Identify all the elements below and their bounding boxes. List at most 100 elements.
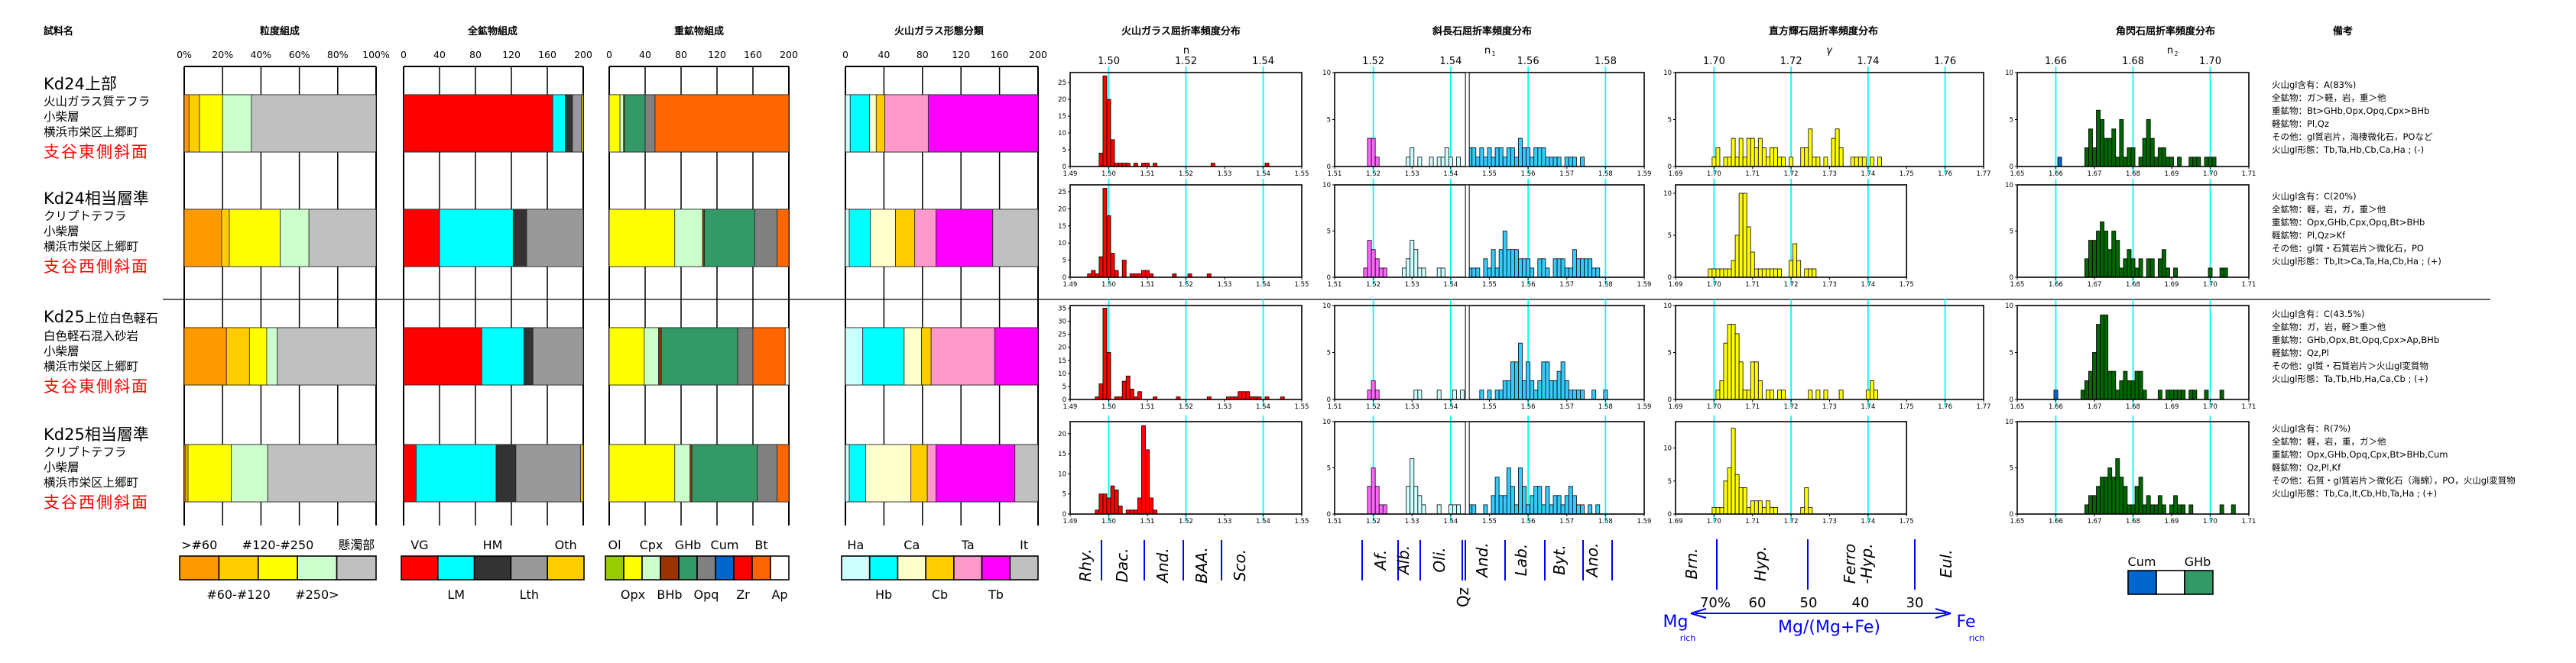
bar-segment	[870, 209, 896, 267]
legend-swatch	[218, 555, 259, 581]
histogram-bar	[2146, 495, 2151, 515]
histogram-bar	[1757, 380, 1763, 400]
histogram-bar	[1371, 380, 1376, 400]
x-tick-label: 1.65	[2010, 518, 2025, 526]
legend-swatch	[868, 555, 899, 581]
histogram-bar	[1238, 391, 1243, 400]
histogram-bar	[2173, 495, 2178, 515]
y-tick-label: 10	[2005, 302, 2013, 310]
histogram-bar	[1580, 390, 1585, 400]
bar-segment	[608, 94, 621, 153]
x-tick-label: 1.70	[2203, 281, 2218, 289]
histogram-bar	[2080, 390, 2085, 400]
histogram-bar	[1545, 157, 1550, 167]
histogram-bar	[1750, 137, 1755, 167]
x-tick-label: 1.53	[1405, 281, 1419, 289]
remark-line: 火山gl形態：Tb,Ta,Hb,Cb,Ca,Ha ; (-)	[2272, 144, 2425, 155]
bar-segment	[512, 209, 527, 267]
histogram-bar	[1367, 486, 1372, 515]
histogram-bar	[2096, 109, 2101, 167]
histogram-bar	[1738, 487, 1744, 515]
bar-segment	[495, 444, 517, 503]
sample-line: 白色軽石混入砂岩	[44, 329, 139, 343]
y-tick-label: 10	[1663, 70, 1672, 77]
y-tick-label: 0	[1668, 163, 1672, 171]
histogram-bar	[1121, 380, 1127, 400]
bar-segment	[515, 444, 581, 503]
histogram-bar	[1545, 267, 1550, 278]
histogram-bar	[1731, 260, 1736, 278]
remark-line: その他：gl質岩片，海棲微化石，POなど	[2272, 131, 2433, 142]
bar-segment	[183, 327, 227, 386]
axis-tick-label: 160	[991, 49, 1009, 60]
histogram-bar	[1584, 258, 1588, 278]
histogram-bar	[1494, 267, 1500, 278]
x-tick-label: 1.52	[1366, 281, 1380, 289]
histogram-bar	[1738, 137, 1744, 167]
bar-segment	[784, 327, 790, 386]
histogram-bar	[1595, 504, 1601, 515]
histogram-bar	[2138, 258, 2143, 278]
histogram-bar	[1556, 258, 1562, 278]
header-allmin: 全鉱物組成	[468, 26, 518, 37]
histogram-bar	[2142, 390, 2147, 400]
x-tick-label: 1.75	[1900, 170, 1914, 178]
histogram-bar	[1838, 147, 1844, 167]
bar-segment	[921, 327, 932, 386]
legend-swatch	[770, 555, 790, 581]
bar-segment	[229, 209, 281, 267]
legend-label: 懸濁部	[338, 538, 375, 552]
y-tick-label: 10	[1322, 182, 1331, 189]
histogram-bar	[1382, 267, 1387, 278]
histogram-bar	[2173, 390, 2178, 400]
bar-segment	[757, 444, 778, 503]
x-tick-label: 1.72	[1784, 281, 1799, 289]
histogram-bar	[1498, 495, 1504, 515]
histogram-bar	[1556, 495, 1562, 515]
histogram-bar	[1564, 380, 1569, 400]
axis-label-subscript: 2	[2174, 50, 2178, 57]
histogram-bar	[1506, 249, 1511, 278]
plag-class-label: Byt.	[1550, 545, 1569, 575]
legend-label: Cb	[932, 587, 948, 602]
histogram-bar	[1498, 147, 1504, 167]
header-glassri: 火山ガラス屈折率頻度分布	[1121, 26, 1241, 37]
x-tick-label: 1.74	[1861, 518, 1875, 526]
plag-class-label: Lab.	[1512, 544, 1530, 576]
bar-segment	[848, 444, 866, 503]
rock-class-label: Sco.	[1231, 549, 1249, 581]
histogram-bar	[1757, 268, 1763, 278]
histogram-bar	[1456, 504, 1461, 515]
x-tick-label: 1.53	[1405, 403, 1419, 411]
histogram-bar	[1491, 495, 1496, 515]
histogram-bar	[2104, 477, 2109, 515]
y-tick-label: 5	[1668, 117, 1672, 125]
y-tick-label: 5	[2010, 117, 2013, 125]
bar-segment	[644, 327, 660, 386]
histogram-bar	[1773, 506, 1778, 515]
legend-swatch	[605, 555, 625, 581]
legend-label: Bt	[754, 538, 767, 552]
sample-label: Kd24相当層準 クリプトテフラ 小柴層 横浜市栄区上郷町 支谷西側斜面	[44, 189, 149, 279]
histogram-bar	[2188, 504, 2194, 515]
bar-segment	[660, 327, 738, 386]
axis-tick-label: 40	[639, 49, 651, 60]
histogram-bar	[1533, 486, 1539, 515]
y-tick-label: 0	[1668, 511, 1672, 519]
histogram-bar	[1549, 380, 1554, 400]
legend-label: #120-#250	[242, 538, 314, 552]
histogram-bar	[1754, 361, 1759, 400]
histogram-bar	[1777, 157, 1782, 167]
histogram-bar	[1245, 391, 1251, 400]
y-tick-label: 10	[2005, 70, 2013, 77]
x-tick-label: 1.55	[1295, 518, 1309, 526]
histogram-bar	[1371, 137, 1376, 167]
histogram-bar	[1765, 157, 1770, 167]
histogram-bar	[1560, 504, 1565, 515]
x-tick-label: 1.66	[2049, 170, 2063, 178]
histogram-bar	[2161, 249, 2166, 278]
x-tick-label: 1.54	[1443, 518, 1458, 526]
histogram-bar	[1857, 157, 1863, 167]
y-tick-label: 0	[1327, 163, 1331, 171]
histogram-bar	[1588, 504, 1593, 515]
